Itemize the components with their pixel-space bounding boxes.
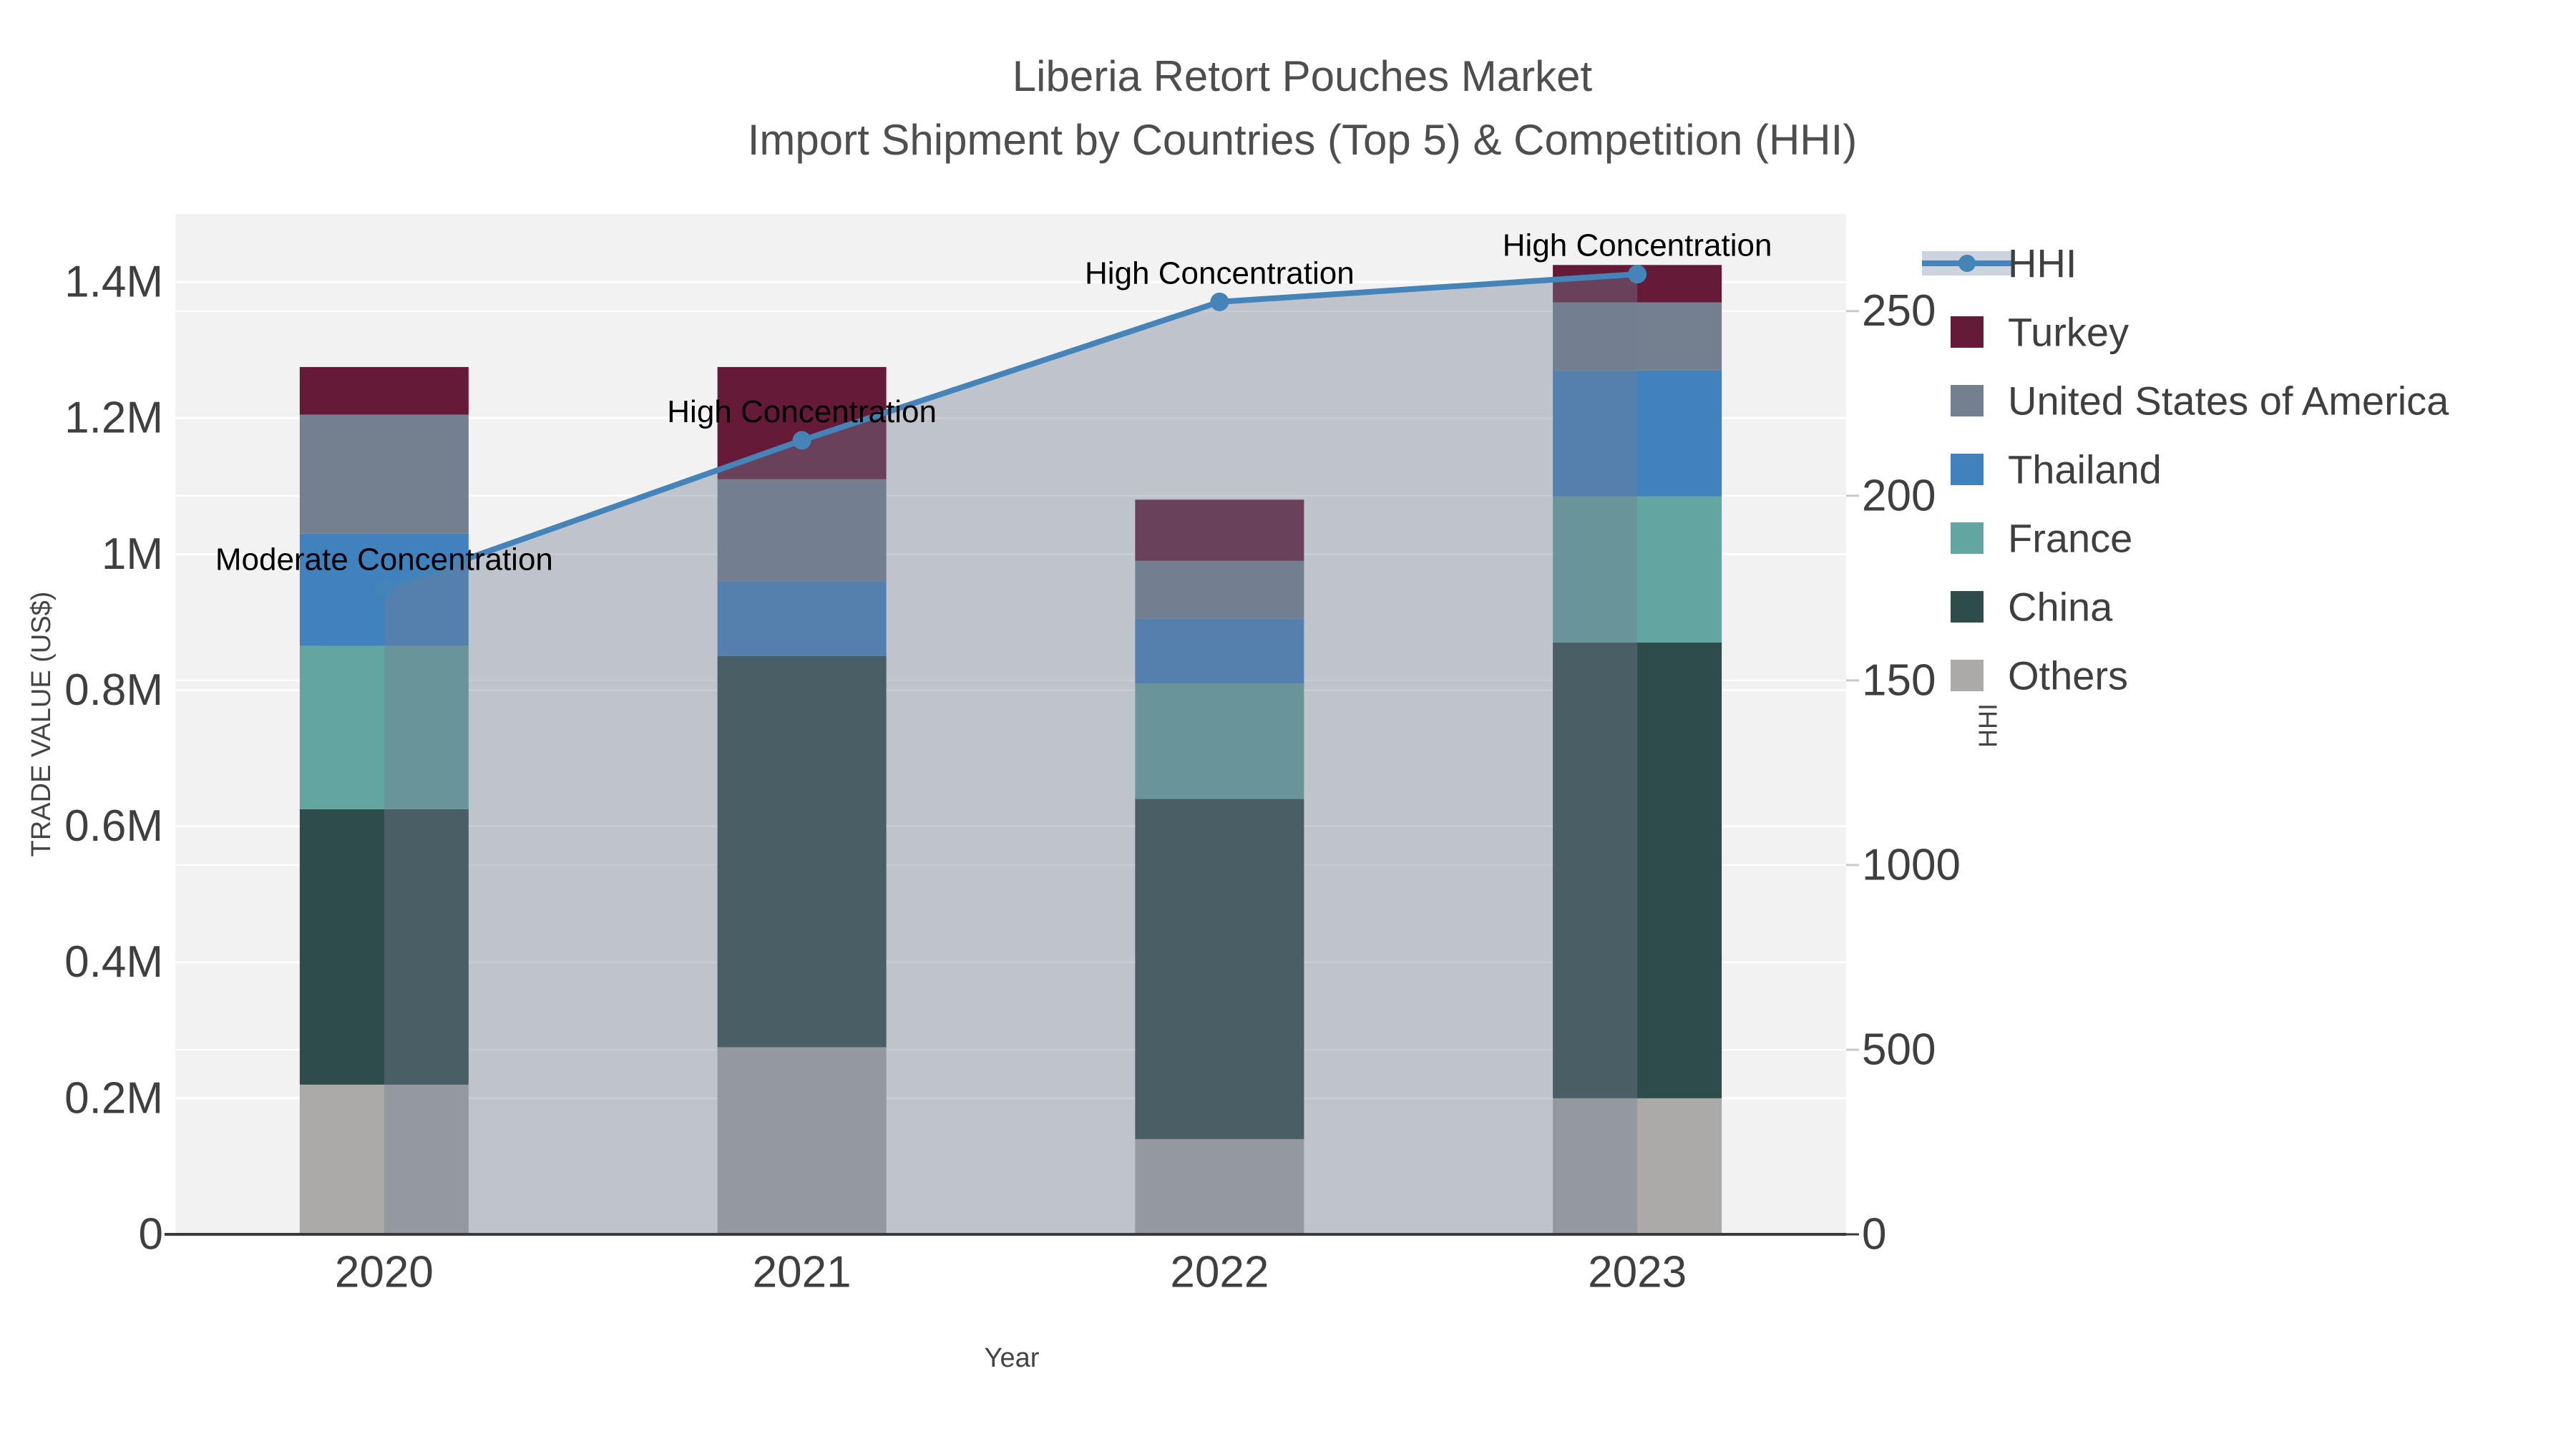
y2-tick-label: 1000	[1862, 840, 1961, 889]
x-tick-label: 2023	[1588, 1248, 1687, 1297]
legend-item-thailand[interactable]: Thailand	[1951, 447, 2162, 492]
legend-swatch-france	[1951, 522, 1984, 554]
hhi-line	[383, 271, 1638, 591]
legend-label-others: Others	[2008, 653, 2128, 698]
y-tick-label: 0	[139, 1210, 163, 1259]
legend-item-china[interactable]: China	[1951, 585, 2113, 630]
x-axis-title: Year	[985, 1343, 1040, 1373]
bar-china-2020[interactable]	[299, 809, 469, 1085]
bar-turkey-2022[interactable]	[1135, 499, 1304, 561]
legend-label-thailand: Thailand	[2008, 447, 2162, 492]
y2-tick-label: 150	[1862, 655, 1936, 705]
bar-others-2023[interactable]	[1553, 1098, 1722, 1234]
legend-label-hhi: HHI	[2008, 241, 2077, 286]
y-tick-label: 1.4M	[64, 258, 163, 307]
bar-france-2020[interactable]	[299, 645, 469, 809]
legend-label-turkey: Turkey	[2008, 310, 2129, 355]
legend-swatch-others	[1951, 660, 1984, 691]
annotation-high-concentration-2021: High Concentration	[667, 394, 937, 429]
hhi-marker-2022[interactable]	[1210, 292, 1229, 311]
bar-thailand-2023[interactable]	[1553, 370, 1722, 497]
y2-tick-label: 200	[1862, 471, 1936, 520]
legend-item-hhi[interactable]: HHI	[1922, 241, 2077, 286]
bar-united-states-of-america-2020[interactable]	[299, 414, 469, 534]
annotation-high-concentration-2022: High Concentration	[1085, 255, 1355, 291]
bar-france-2022[interactable]	[1135, 683, 1304, 799]
legend-swatch-thailand	[1951, 454, 1984, 485]
legend-item-others[interactable]: Others	[1951, 653, 2128, 698]
x-tick-label: 2021	[753, 1248, 852, 1297]
bar-china-2022[interactable]	[1135, 799, 1304, 1139]
legend-label-united-states-of-america: United States of America	[2008, 379, 2449, 424]
bar-turkey-2020[interactable]	[299, 366, 469, 415]
bar-united-states-of-america-2023[interactable]	[1553, 302, 1722, 371]
legend-swatch-united-states-of-america	[1951, 385, 1984, 416]
legend-item-united-states-of-america[interactable]: United States of America	[1951, 379, 2449, 424]
y-tick-label: 0.8M	[64, 665, 163, 715]
y2-tick-label: 250	[1862, 286, 1936, 336]
bar-united-states-of-america-2022[interactable]	[1135, 560, 1304, 619]
legend-hhi-marker-swatch	[1958, 255, 1976, 272]
bar-thailand-2021[interactable]	[717, 581, 887, 656]
plot-layer: 0 0.2M 0.4M 0.6M 0.8M 1M 1.2M 1.4M 0 500 1000 150 20…	[64, 214, 1961, 1297]
legend-item-france[interactable]: France	[1951, 516, 2132, 561]
chart-title-line2: Import Shipment by Countries (Top 5) & C…	[748, 116, 1858, 164]
legend-item-turkey[interactable]: Turkey	[1951, 310, 2129, 355]
bar-others-2021[interactable]	[717, 1047, 887, 1234]
y2-axis-title: HHI	[1974, 703, 2003, 748]
bar-china-2021[interactable]	[717, 655, 887, 1048]
legend-swatch-china	[1951, 591, 1984, 623]
chart-legend: HHI Turkey United States of America Thailan…	[1922, 241, 2449, 698]
y-tick-label: 1M	[102, 530, 163, 579]
hhi-marker-2023[interactable]	[1628, 265, 1647, 284]
legend-swatch-turkey	[1951, 316, 1984, 348]
chart-title-line1: Liberia Retort Pouches Market	[1013, 52, 1593, 100]
y-tick-label: 1.2M	[64, 394, 163, 443]
annotation-high-concentration-2023: High Concentration	[1503, 228, 1772, 263]
bar-thailand-2022[interactable]	[1135, 618, 1304, 683]
annotation-moderate-concentration-2020: Moderate Concentration	[215, 542, 553, 577]
y-tick-label: 0.4M	[64, 937, 163, 987]
x-tick-label: 2022	[1170, 1248, 1269, 1297]
y2-tick-label: 0	[1862, 1210, 1886, 1259]
y-tick-label: 0.6M	[64, 801, 163, 851]
legend-label-china: China	[2008, 585, 2113, 630]
hhi-area-fill	[384, 274, 1638, 1234]
y-axis-title: TRADE VALUE (US$)	[26, 592, 57, 857]
bar-france-2023[interactable]	[1553, 496, 1722, 643]
bar-others-2022[interactable]	[1135, 1138, 1304, 1234]
y-tick-label: 0.2M	[64, 1073, 163, 1123]
hhi-marker-2021[interactable]	[792, 431, 811, 450]
bar-united-states-of-america-2021[interactable]	[717, 479, 887, 582]
y2-tick-label: 500	[1862, 1025, 1936, 1074]
bar-china-2023[interactable]	[1553, 642, 1722, 1098]
hhi-marker-2020[interactable]	[374, 578, 394, 597]
x-tick-label: 2020	[335, 1248, 434, 1297]
bar-others-2020[interactable]	[299, 1084, 469, 1234]
legend-label-france: France	[2008, 516, 2132, 561]
